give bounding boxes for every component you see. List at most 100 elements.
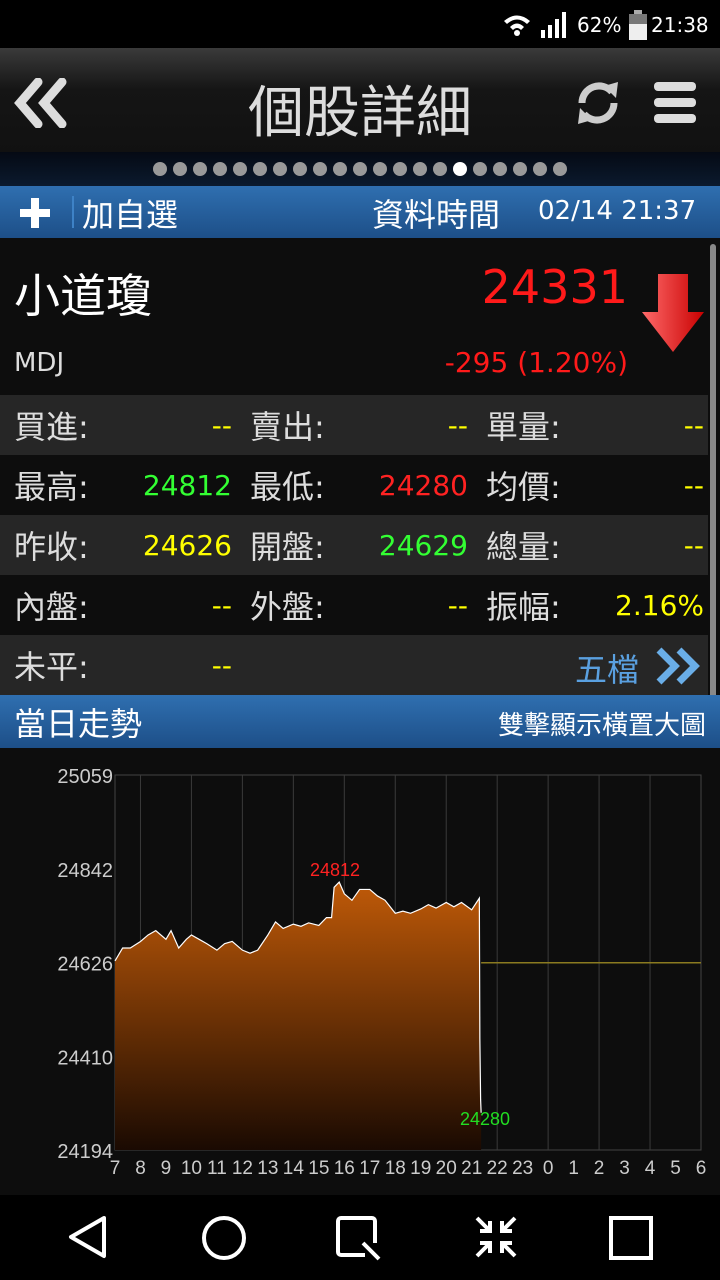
page-dot[interactable] [373, 162, 387, 176]
x-tick-label: 19 [410, 1158, 431, 1179]
quote-label: 內盤: [14, 588, 89, 626]
page-dot[interactable] [213, 162, 227, 176]
x-tick-label: 4 [645, 1158, 656, 1179]
quote-cell: 最低: 24280 [236, 455, 472, 515]
quote-value: 24812 [142, 468, 232, 502]
quote-label: 總量: [486, 528, 561, 566]
page-dot[interactable] [273, 162, 287, 176]
signal-icon [541, 12, 566, 38]
navigation-bar [0, 1195, 720, 1280]
x-tick-label: 6 [696, 1158, 707, 1179]
quote-row: 內盤: -- 外盤: -- 振幅: 2.16% [0, 575, 708, 635]
add-watchlist-button[interactable]: 加自選 [82, 196, 179, 234]
page-dot[interactable] [413, 162, 427, 176]
x-tick-label: 3 [619, 1158, 630, 1179]
page-dot[interactable] [193, 162, 207, 176]
trend-hint: 雙擊顯示橫置大圖 [497, 711, 706, 741]
x-tick-label: 17 [359, 1158, 380, 1179]
page-dot[interactable] [293, 162, 307, 176]
open-interest-row: 未平: -- 五檔 [0, 635, 708, 695]
quote-label: 最低: [250, 468, 325, 506]
app-bar: 個股詳細 [0, 48, 720, 152]
trend-title: 當日走勢 [14, 705, 143, 743]
screenshot-icon[interactable] [335, 1215, 383, 1263]
quote-cell: 開盤: 24629 [236, 515, 472, 575]
quote-cell: 振幅: 2.16% [472, 575, 708, 635]
quote-label: 賣出: [250, 408, 325, 446]
quote-cell: 昨收: 24626 [0, 515, 236, 575]
quote-label: 振幅: [486, 588, 561, 626]
page-dot[interactable] [313, 162, 327, 176]
watchlist-bar: 加自選 資料時間 02/14 21:37 [0, 186, 720, 238]
quote-row: 最高: 24812 最低: 24280 均價: -- [0, 455, 708, 515]
quote-label: 開盤: [250, 528, 325, 566]
high-label: 24812 [310, 860, 360, 880]
x-tick-label: 14 [283, 1158, 305, 1179]
y-tick-label: 24842 [57, 860, 113, 882]
quote-value: -- [683, 468, 704, 502]
page-dot[interactable] [433, 162, 447, 176]
recents-icon[interactable] [608, 1215, 654, 1261]
quote-cell: 外盤: -- [236, 575, 472, 635]
page-dot[interactable] [493, 162, 507, 176]
y-tick-label: 24626 [57, 954, 113, 976]
arrow-down-icon [642, 274, 704, 352]
x-tick-label: 8 [135, 1158, 146, 1179]
stock-name: 小道瓊 [14, 269, 152, 323]
page-dot[interactable] [253, 162, 267, 176]
five-levels-button[interactable]: 五檔 [575, 651, 640, 689]
refresh-icon[interactable] [574, 78, 622, 128]
page-dot[interactable] [473, 162, 487, 176]
wifi-icon [504, 15, 530, 36]
x-tick-label: 1 [568, 1158, 579, 1179]
double-chevron-right-icon[interactable] [655, 647, 701, 685]
plus-icon[interactable] [20, 198, 50, 228]
clock: 21:38 [651, 13, 709, 37]
price-area [115, 882, 482, 1150]
page-dot[interactable] [333, 162, 347, 176]
home-icon[interactable] [201, 1215, 247, 1261]
page-dot[interactable] [173, 162, 187, 176]
quote-value: -- [211, 408, 232, 442]
back-nav-icon[interactable] [66, 1215, 110, 1259]
scrollbar[interactable] [710, 244, 716, 704]
quote-row: 買進: -- 賣出: -- 單量: -- [0, 395, 708, 455]
page-dot[interactable] [233, 162, 247, 176]
x-tick-label: 0 [543, 1158, 554, 1179]
quote-value: -- [683, 528, 704, 562]
quote-value: -- [683, 408, 704, 442]
page-dot[interactable] [513, 162, 527, 176]
price-line [114, 881, 482, 1113]
quote-row: 昨收: 24626 開盤: 24629 總量: -- [0, 515, 708, 575]
menu-icon[interactable] [654, 80, 696, 126]
quote-label: 均價: [486, 468, 561, 506]
page-dot[interactable] [393, 162, 407, 176]
y-tick-label: 24410 [57, 1047, 113, 1069]
quote-value: -- [447, 408, 468, 442]
page-dot[interactable] [153, 162, 167, 176]
low-label: 24280 [460, 1109, 510, 1129]
y-tick-label: 25059 [57, 766, 113, 788]
quote-cell: 賣出: -- [236, 395, 472, 455]
page-dot[interactable] [533, 162, 547, 176]
data-time-value: 02/14 21:37 [538, 196, 697, 226]
page-indicator[interactable] [0, 152, 720, 186]
page-dot[interactable] [353, 162, 367, 176]
quote-label: 最高: [14, 468, 89, 506]
x-tick-label: 10 [181, 1158, 202, 1179]
quote-value: 24280 [378, 468, 468, 502]
quote-cell: 單量: -- [472, 395, 708, 455]
x-tick-label: 16 [334, 1158, 355, 1179]
x-tick-label: 13 [257, 1158, 278, 1179]
page-dot[interactable] [453, 162, 467, 176]
page-dot[interactable] [553, 162, 567, 176]
x-tick-label: 22 [487, 1158, 508, 1179]
collapse-icon[interactable] [474, 1215, 518, 1259]
status-bar: 62% 21:38 [0, 0, 720, 48]
x-tick-label: 9 [161, 1158, 172, 1179]
quote-label: 單量: [486, 408, 561, 446]
stock-symbol: MDJ [14, 348, 65, 378]
back-icon[interactable] [14, 78, 76, 128]
quote-cell: 最高: 24812 [0, 455, 236, 515]
